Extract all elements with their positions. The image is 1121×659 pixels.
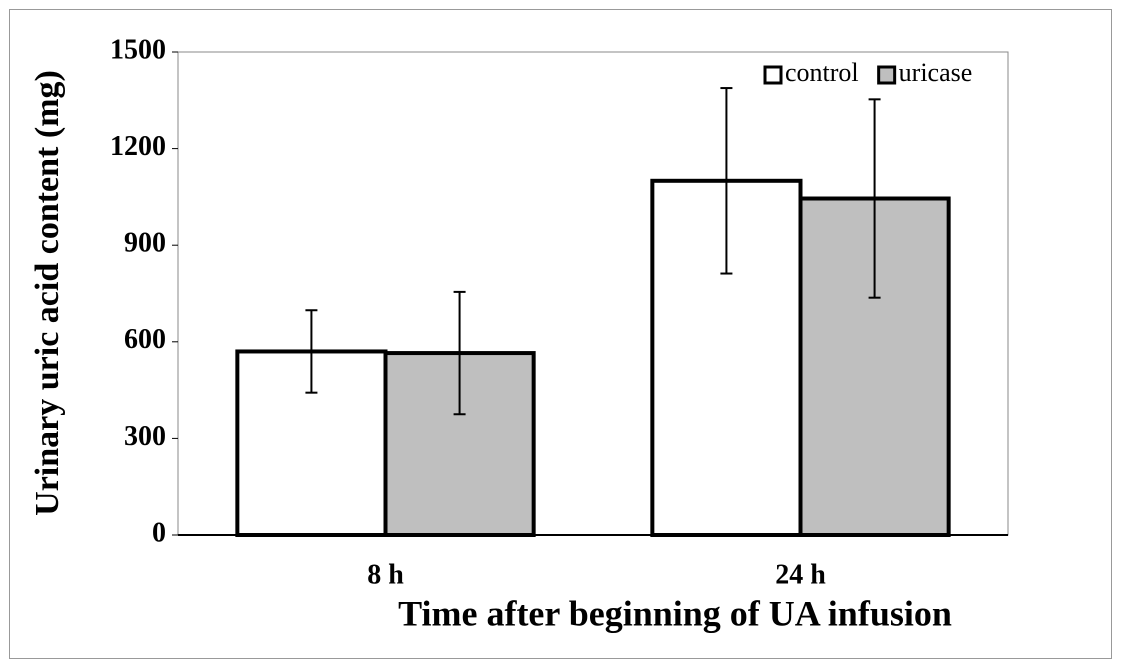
x-tick-label: 24 h [775, 559, 826, 590]
x-axis-label: Time after beginning of UA infusion [398, 593, 952, 633]
y-tick-label: 1200 [110, 131, 166, 162]
legend-swatch [877, 65, 897, 85]
y-tick-label: 1500 [110, 34, 166, 65]
y-tick-label: 600 [124, 324, 166, 355]
y-tick-label: 900 [124, 228, 166, 259]
legend-label: control [785, 58, 859, 87]
legend-label: uricase [899, 58, 973, 87]
y-tick-label: 0 [152, 517, 166, 548]
legend-swatch [763, 65, 783, 85]
x-tick-label: 8 h [367, 559, 404, 590]
y-axis-label: Urinary uric acid content (mg) [29, 70, 66, 516]
y-tick-label: 300 [124, 421, 166, 452]
